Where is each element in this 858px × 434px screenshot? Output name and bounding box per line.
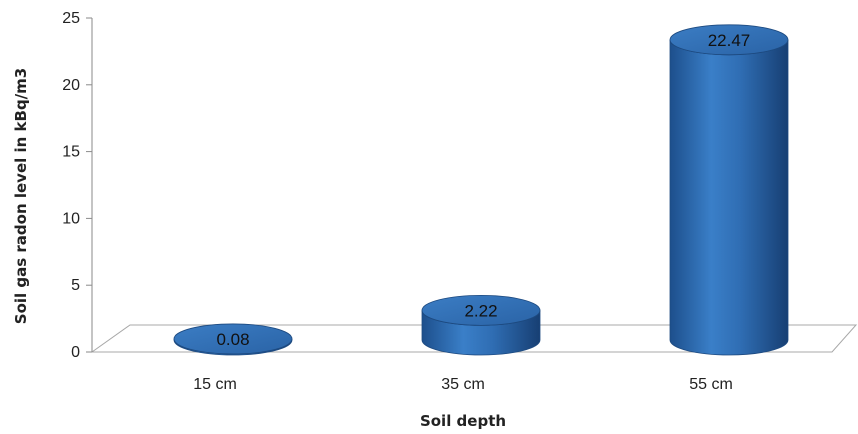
data-label: 2.22 [464, 301, 497, 320]
y-tick-label: 25 [62, 10, 80, 27]
data-label: 22.47 [708, 31, 751, 50]
bar [421, 294, 541, 356]
y-axis-title: Soil gas radon level in kBq/m3 [12, 68, 30, 324]
x-tick-label: 55 cm [689, 376, 733, 393]
y-tick-label: 20 [62, 77, 80, 94]
y-tick-label: 10 [62, 210, 80, 227]
bar [669, 24, 789, 356]
bar-body [669, 39, 789, 356]
bar-top [173, 323, 293, 355]
x-tick-label: 15 cm [193, 376, 237, 393]
bars: 0.08 2.22 22.47 [173, 24, 789, 356]
bar-top [421, 294, 541, 326]
x-tick-label: 35 cm [441, 376, 485, 393]
data-label: 0.08 [216, 330, 249, 349]
y-tick-label: 0 [71, 344, 80, 361]
y-axis-ticks: 0 5 10 15 20 25 [62, 10, 92, 361]
x-axis-title: Soil depth [420, 412, 506, 430]
x-axis-categories: 15 cm 35 cm 55 cm [193, 376, 733, 393]
bar-top [669, 24, 789, 56]
y-tick-label: 15 [62, 144, 80, 161]
bar [173, 323, 293, 356]
y-tick-label: 5 [71, 277, 80, 294]
